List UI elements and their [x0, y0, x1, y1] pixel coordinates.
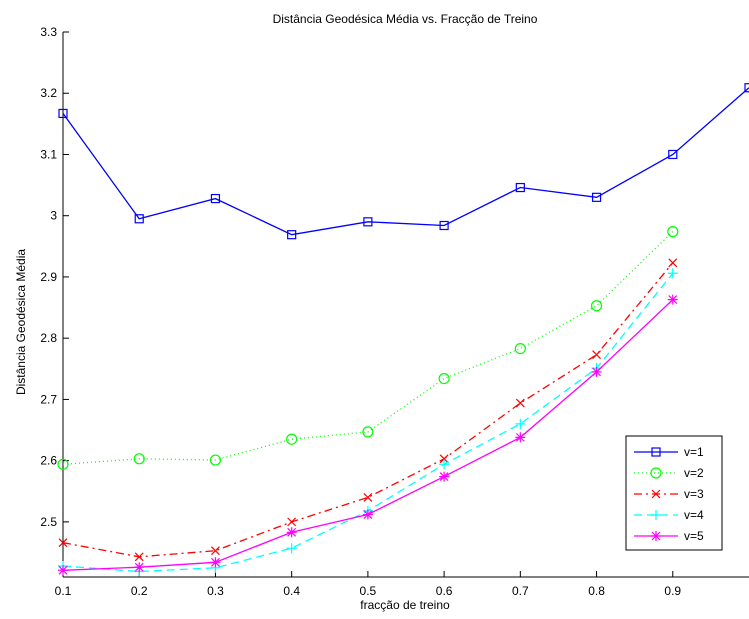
data-point [591, 366, 602, 377]
data-point [287, 230, 297, 240]
y-tick-label: 2.8 [40, 331, 57, 345]
y-tick-label: 3 [50, 209, 57, 223]
legend-box [625, 435, 723, 551]
data-point [668, 258, 678, 268]
data-point [363, 492, 373, 502]
legend-label: v=5 [684, 529, 704, 543]
data-point [58, 108, 68, 119]
legend-label: v=4 [684, 508, 704, 522]
data-point [57, 458, 69, 470]
data-point [287, 517, 297, 527]
data-point [211, 546, 220, 556]
legend: v=1 v=2 v=3 v=4 v=5 [625, 435, 723, 551]
data-point [590, 300, 603, 312]
data-point [210, 193, 221, 204]
x-tick-label: 0.6 [436, 584, 453, 598]
data-point [362, 509, 373, 520]
data-point [133, 453, 145, 465]
series-line [62, 87, 749, 236]
axes [62, 32, 749, 578]
legend-label: v=1 [684, 445, 704, 459]
data-point [210, 557, 221, 568]
data-point [668, 149, 678, 160]
legend-label: v=3 [684, 487, 704, 501]
data-point [134, 214, 144, 224]
data-point [667, 226, 679, 238]
series-4 [58, 268, 678, 577]
data-point [515, 432, 526, 443]
y-tick-label: 3.1 [40, 147, 57, 161]
x-tick-label: 0.4 [283, 584, 300, 598]
data-point [286, 527, 297, 538]
x-tick-label: 0.8 [588, 584, 605, 598]
chart-title: Distância Geodésica Média vs. Fracção de… [273, 12, 538, 26]
legend-marker [651, 447, 661, 457]
data-point [286, 433, 298, 445]
series-line [62, 272, 674, 573]
data-point [134, 552, 144, 562]
data-point [58, 565, 68, 576]
data-point [286, 543, 297, 554]
y-tick-label: 3.3 [40, 25, 57, 39]
y-tick-label: 2.9 [40, 270, 57, 284]
x-tick-label: 0.7 [512, 584, 529, 598]
y-tick-label: 2.6 [40, 454, 57, 468]
y-tick-label: 3.2 [40, 86, 57, 100]
data-point [591, 192, 602, 202]
legend-label: v=2 [684, 466, 704, 480]
data-point [667, 268, 678, 279]
series-2 [57, 226, 679, 470]
data-point [362, 426, 374, 438]
data-point [439, 459, 450, 470]
y-axis-label: Distância Geodésica Média [14, 249, 28, 395]
data-point [438, 372, 450, 385]
series-5 [58, 294, 678, 576]
legend-marker [650, 467, 662, 479]
series-line [62, 262, 674, 558]
data-point [209, 454, 222, 466]
data-point [515, 418, 526, 429]
x-tick-label: 0.5 [360, 584, 377, 598]
x-axis-label: fracção de treino [360, 598, 450, 612]
data-point [134, 562, 145, 573]
x-tick-label: 0.3 [207, 584, 224, 598]
series-line [62, 299, 674, 571]
x-tick-label: 0.9 [664, 584, 681, 598]
x-tick-label: 0.1 [55, 584, 72, 598]
series-line [62, 231, 674, 465]
data-point [515, 182, 525, 193]
data-point [439, 220, 449, 231]
data-point [363, 217, 373, 227]
y-tick-label: 2.7 [40, 392, 57, 406]
data-point [439, 471, 450, 482]
data-point [592, 350, 601, 360]
series-3 [58, 258, 678, 562]
ticks: 0.1 0.2 0.3 0.4 0.5 0.6 0.7 0.8 0.9 2.5 2.6 2.7 2.8 2… [40, 25, 681, 598]
data-point [667, 294, 678, 305]
x-tick-label: 0.2 [131, 584, 148, 598]
series-1 [58, 83, 749, 240]
legend-marker [651, 531, 661, 541]
data-point [514, 342, 526, 355]
data-point [58, 538, 68, 548]
data-point [439, 454, 449, 464]
series-group [57, 83, 749, 577]
legend-marker [651, 489, 661, 499]
legend-marker [651, 510, 661, 520]
data-point [744, 83, 749, 93]
data-point [515, 398, 525, 408]
y-tick-label: 2.5 [40, 515, 57, 529]
